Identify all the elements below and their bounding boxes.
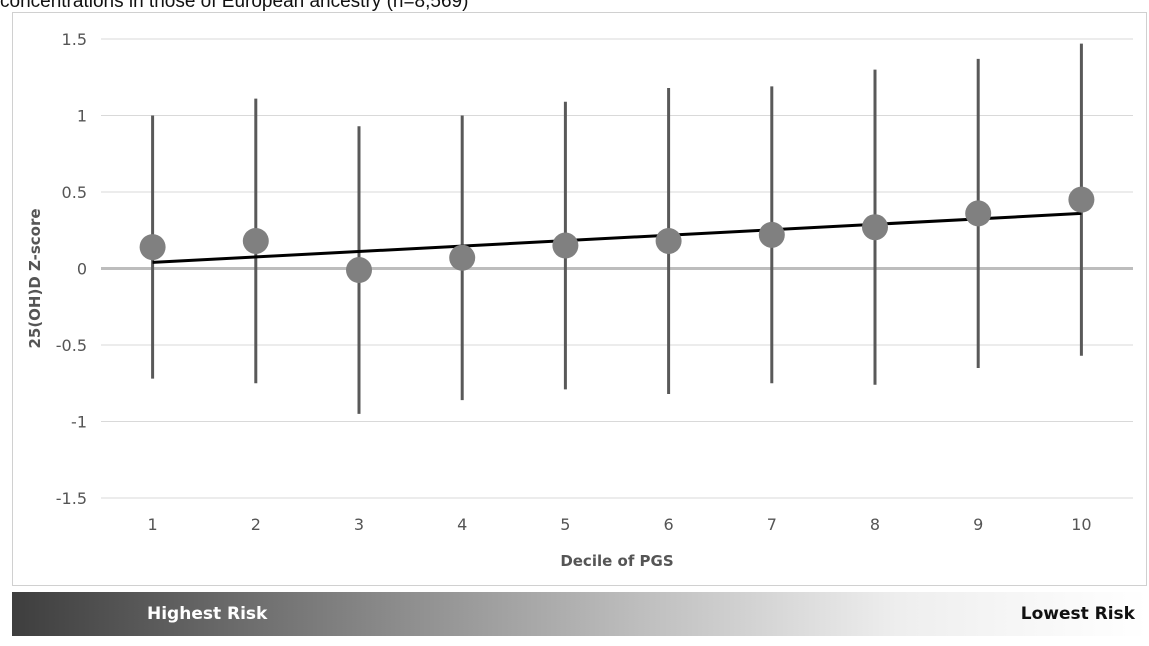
data-point <box>862 214 888 241</box>
data-point <box>1068 186 1095 213</box>
y-tick-label: -1 <box>71 413 87 432</box>
y-tick-label: -0.5 <box>56 336 87 355</box>
y-tick-label: 0 <box>77 260 87 279</box>
x-tick-label: 5 <box>560 515 570 534</box>
x-tick-label: 1 <box>148 515 158 534</box>
x-tick-label: 3 <box>354 515 364 534</box>
risk-gradient-bar: Highest Risk Lowest Risk <box>12 592 1147 636</box>
x-tick-label: 10 <box>1071 515 1091 534</box>
y-tick-label: -1.5 <box>56 489 87 508</box>
x-tick-label: 2 <box>251 515 261 534</box>
y-axis-title: 25(OH)D Z-score <box>26 208 44 348</box>
y-tick-label: 1 <box>77 107 87 126</box>
x-tick-label: 9 <box>973 515 983 534</box>
x-axis-title: Decile of PGS <box>560 552 673 570</box>
chart-frame: 1.5 1 0.5 0 -0.5 -1 -1.5 1 2 3 4 5 6 7 8 9 10 Decile of P… <box>12 12 1147 586</box>
x-tick-label: 4 <box>457 515 467 534</box>
y-tick-label: 1.5 <box>62 30 87 49</box>
data-point <box>758 221 785 248</box>
data-point <box>346 257 372 284</box>
data-point <box>655 227 682 254</box>
data-point <box>552 232 579 259</box>
data-point <box>965 200 992 227</box>
data-point <box>449 244 476 271</box>
data-point <box>139 234 166 261</box>
data-point <box>242 227 269 254</box>
x-tick-label: 7 <box>767 515 777 534</box>
highest-risk-label: Highest Risk <box>147 604 268 624</box>
scatter-chart: 1.5 1 0.5 0 -0.5 -1 -1.5 1 2 3 4 5 6 7 8 9 10 Decile of P… <box>26 30 1133 570</box>
y-tick-label: 0.5 <box>62 183 87 202</box>
figure-caption: concentrations in those of European ance… <box>0 0 469 12</box>
trendline <box>152 211 1082 264</box>
x-tick-label: 8 <box>870 515 880 534</box>
lowest-risk-label: Lowest Risk <box>1020 604 1135 624</box>
x-tick-label: 6 <box>664 515 674 534</box>
